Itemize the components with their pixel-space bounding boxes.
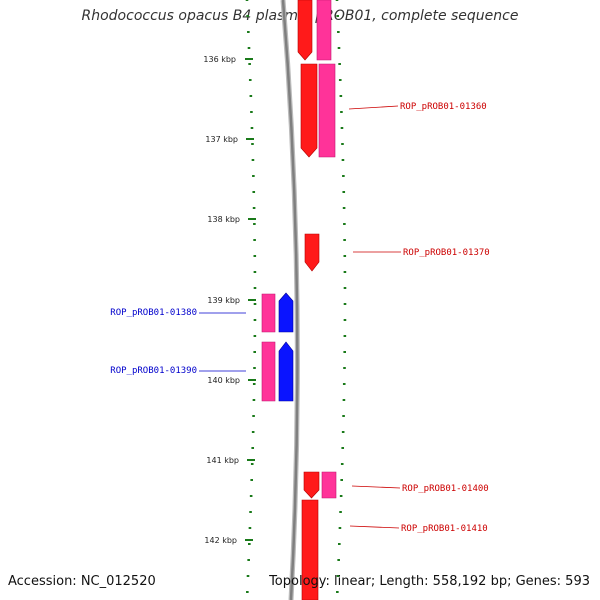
rna-rop-01380[interactable] (261, 293, 276, 333)
gene-forward-top[interactable] (297, 0, 313, 61)
forward-strand-genes (297, 0, 337, 600)
rna-rop-01360[interactable] (318, 63, 336, 158)
gene-rop-01360[interactable] (300, 63, 318, 158)
rna-rop-01390[interactable] (261, 341, 276, 402)
reverse-strand-genes (261, 292, 294, 402)
rna-rop-01400[interactable] (321, 471, 337, 499)
label-rop-01390[interactable]: ROP_pROB01-01390 (110, 366, 197, 376)
gene-rop-01380[interactable] (278, 292, 294, 333)
summary-text: Topology: linear; Length: 558,192 bp; Ge… (269, 574, 590, 589)
label-rop-01370[interactable]: ROP_pROB01-01370 (403, 248, 490, 258)
leader-01410 (349, 525, 400, 529)
gene-rop-01410[interactable] (301, 499, 319, 600)
accession-text: Accession: NC_012520 (8, 574, 156, 589)
kbp-label-136: 136 kbp (203, 55, 236, 64)
leader-01400 (351, 485, 401, 489)
kbp-label-137: 137 kbp (205, 135, 238, 144)
left-tick-track (245, 0, 257, 593)
kbp-label-138: 138 kbp (207, 215, 240, 224)
kbp-label-139: 139 kbp (207, 296, 240, 305)
kbp-label-140: 140 kbp (207, 376, 240, 385)
gene-rop-01400[interactable] (303, 471, 320, 499)
label-rop-01410[interactable]: ROP_pROB01-01410 (401, 524, 488, 534)
rna-forward-top[interactable] (316, 0, 332, 61)
label-rop-01400[interactable]: ROP_pROB01-01400 (402, 484, 489, 494)
gene-rop-01370[interactable] (304, 233, 320, 272)
gene-rop-01390[interactable] (278, 341, 294, 402)
label-rop-01380[interactable]: ROP_pROB01-01380 (110, 308, 197, 318)
right-tick-track (335, 0, 347, 593)
kbp-label-141: 141 kbp (206, 456, 239, 465)
leader-01360 (348, 105, 399, 110)
kbp-scale: 136 kbp 137 kbp 138 kbp 139 kbp 140 kbp … (203, 55, 256, 545)
gene-labels: ROP_pROB01-01360 ROP_pROB01-01370 ROP_pR… (110, 102, 489, 534)
label-rop-01360[interactable]: ROP_pROB01-01360 (400, 102, 487, 112)
sequence-backbone-core (281, 0, 299, 600)
kbp-label-142: 142 kbp (204, 536, 237, 545)
